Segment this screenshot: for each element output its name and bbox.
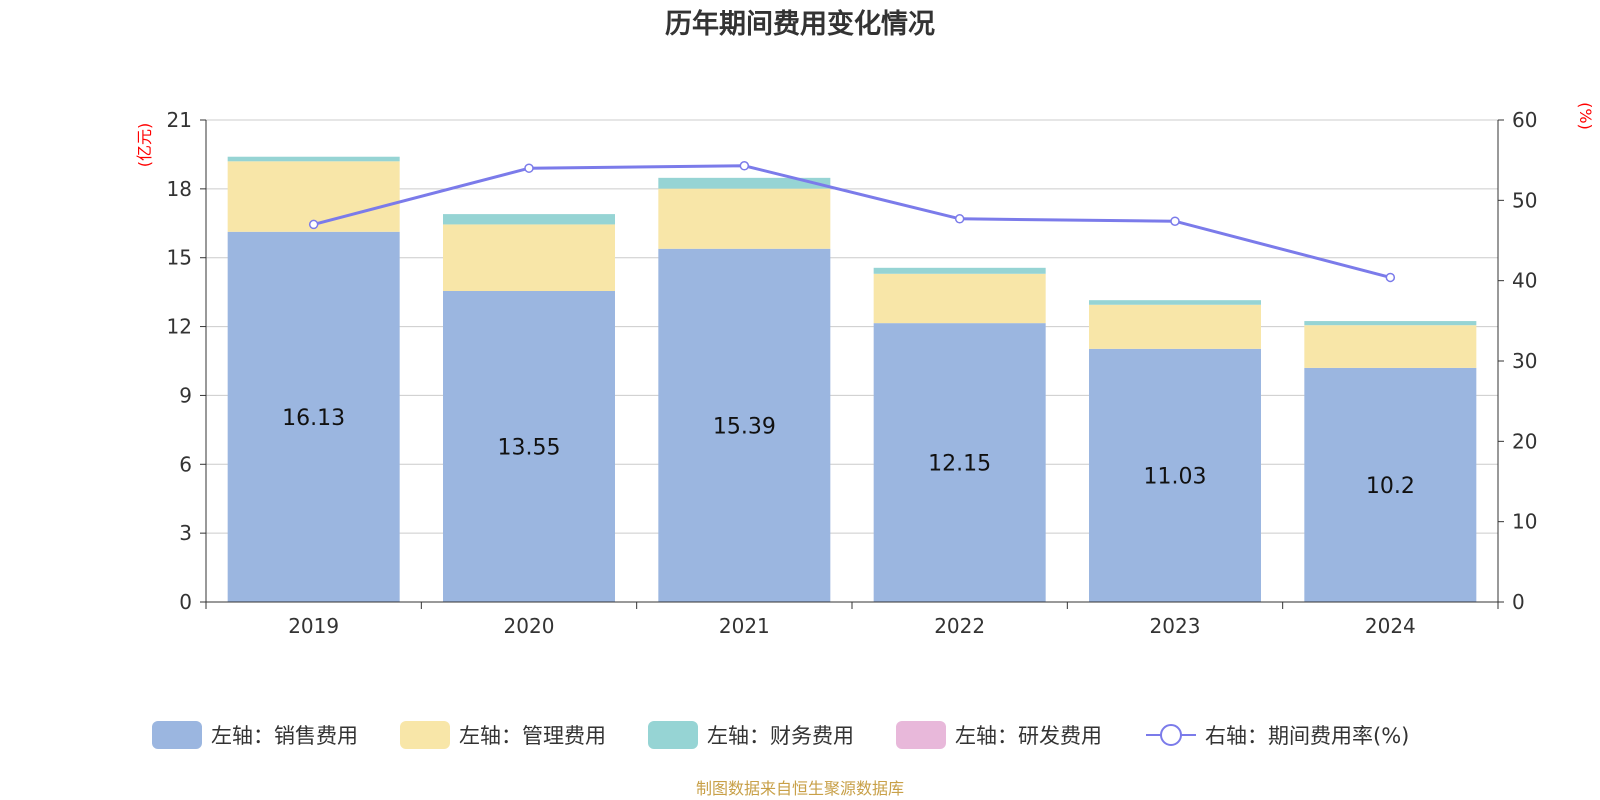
bar-segment [1304, 325, 1477, 368]
legend-swatch [400, 721, 450, 749]
bar-segment [873, 267, 1046, 274]
x-tick-label: 2023 [1150, 614, 1201, 638]
right-tick-label: 0 [1512, 590, 1525, 614]
bar-series [227, 156, 1477, 603]
bar-data-label: 15.39 [713, 414, 776, 439]
bar-data-label: 16.13 [282, 406, 345, 431]
x-tick-label: 2020 [504, 614, 555, 638]
gridlines [206, 119, 1498, 603]
source-note: 制图数据来自恒生聚源数据库 [696, 779, 904, 798]
bar-data-label: 10.2 [1366, 474, 1415, 499]
legend-swatch [152, 721, 202, 749]
left-tick-label: 0 [179, 590, 192, 614]
legend-label: 右轴：期间费用率(%) [1205, 724, 1409, 748]
x-tick-label: 2021 [719, 614, 770, 638]
legend-swatch [896, 721, 946, 749]
bar-segment [1089, 348, 1261, 602]
line-point [1385, 272, 1396, 283]
left-tick-label: 3 [179, 521, 192, 545]
left-tick-label: 18 [167, 177, 192, 201]
line-point [524, 163, 534, 173]
bar-segment [1089, 304, 1261, 349]
chart-title: 历年期间费用变化情况 [665, 8, 935, 40]
line-point [739, 161, 750, 171]
bar-segment [658, 177, 831, 189]
left-tick-label: 21 [167, 108, 192, 132]
line-point [954, 214, 965, 224]
line-point [308, 219, 319, 230]
legend-marker-icon [1160, 724, 1182, 746]
bar-segment [658, 188, 831, 249]
bar-segment [1304, 321, 1477, 326]
right-tick-label: 40 [1512, 269, 1537, 293]
legend-label: 左轴：研发费用 [955, 724, 1102, 748]
line-path [313, 164, 1391, 279]
bar-data-label: 13.55 [498, 435, 561, 460]
bar-segment [658, 248, 831, 602]
axes: 0 3 6 9 12 15 18 21 0 10 20 30 40 50 60 2019 2020 2021 202… [167, 108, 1538, 638]
left-tick-label: 12 [167, 315, 192, 339]
bar-segment [1304, 367, 1477, 602]
left-axis-unit: (亿元) [135, 123, 154, 168]
bar-segment [1089, 300, 1261, 305]
bar-segment [227, 231, 400, 603]
bar-segment [443, 214, 615, 225]
x-tick-label: 2019 [288, 614, 339, 638]
right-tick-label: 50 [1512, 188, 1537, 212]
x-tick-label: 2022 [934, 614, 985, 638]
right-tick-label: 60 [1512, 108, 1537, 132]
data-labels: 16.13 13.55 15.39 12.15 11.03 10.2 [282, 406, 1415, 499]
right-axis-unit: (%) [1576, 102, 1595, 130]
legend-label: 左轴：管理费用 [459, 724, 606, 748]
right-tick-label: 20 [1512, 429, 1537, 453]
line-series [308, 161, 1396, 283]
line-point [1170, 216, 1180, 226]
bar-data-label: 11.03 [1144, 464, 1207, 489]
right-tick-label: 10 [1512, 510, 1537, 534]
bar-segment [227, 156, 400, 162]
left-tick-label: 6 [179, 452, 192, 476]
bar-segment [873, 273, 1046, 324]
bar-segment [443, 224, 615, 291]
left-tick-label: 15 [167, 246, 192, 270]
bar-data-label: 12.15 [928, 452, 991, 477]
legend-label: 左轴：财务费用 [707, 724, 854, 748]
legend-swatch [648, 721, 698, 749]
right-tick-label: 30 [1512, 349, 1537, 373]
bar-segment [443, 290, 615, 602]
legend-label: 左轴：销售费用 [211, 724, 358, 748]
left-tick-label: 9 [179, 383, 192, 407]
bar-segment [873, 323, 1046, 602]
legend: 左轴：销售费用 左轴：管理费用 左轴：财务费用 左轴：研发费用 右轴：期间费用率(%) [152, 721, 1409, 749]
x-tick-label: 2024 [1365, 614, 1416, 638]
